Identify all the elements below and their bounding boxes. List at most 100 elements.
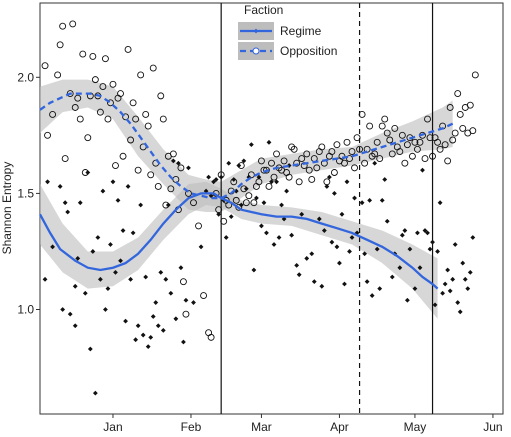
point-opposition bbox=[298, 155, 306, 163]
point-opposition bbox=[59, 22, 67, 30]
point-regime bbox=[233, 188, 239, 194]
point-regime bbox=[92, 390, 98, 396]
point-opposition bbox=[386, 136, 394, 144]
point-regime bbox=[251, 267, 257, 273]
point-opposition bbox=[401, 159, 409, 167]
point-regime bbox=[143, 274, 149, 280]
point-opposition bbox=[245, 192, 253, 200]
point-opposition bbox=[305, 166, 313, 174]
point-opposition bbox=[134, 166, 142, 174]
point-regime bbox=[175, 160, 181, 166]
point-opposition bbox=[426, 134, 434, 142]
point-regime bbox=[160, 328, 166, 333]
legend-marker-opposition bbox=[252, 47, 260, 55]
point-opposition bbox=[341, 159, 348, 167]
point-opposition bbox=[200, 292, 208, 300]
point-regime bbox=[467, 269, 473, 275]
point-regime bbox=[103, 307, 108, 312]
y-tick-label: 1.5 bbox=[17, 186, 34, 200]
point-opposition bbox=[119, 152, 127, 160]
point-opposition bbox=[351, 164, 358, 172]
point-regime bbox=[150, 314, 156, 319]
point-opposition bbox=[242, 199, 250, 207]
point-regime bbox=[120, 228, 126, 233]
point-regime bbox=[153, 300, 159, 305]
point-opposition bbox=[91, 76, 99, 84]
point-regime bbox=[445, 267, 451, 273]
point-opposition bbox=[76, 115, 84, 123]
point-regime bbox=[432, 302, 438, 308]
point-regime bbox=[435, 249, 440, 254]
point-opposition bbox=[190, 199, 197, 207]
point-opposition bbox=[413, 145, 421, 153]
point-regime bbox=[299, 211, 305, 217]
point-regime bbox=[271, 242, 277, 247]
x-tick-label: May bbox=[404, 420, 427, 434]
x-tick-label: Jan bbox=[103, 420, 122, 434]
point-regime bbox=[186, 165, 191, 171]
point-regime bbox=[417, 265, 423, 271]
point-regime bbox=[286, 163, 292, 168]
point-opposition bbox=[61, 155, 69, 163]
legend-label-regime: Regime bbox=[280, 24, 322, 38]
point-opposition bbox=[444, 157, 452, 165]
point-regime bbox=[397, 265, 403, 271]
point-opposition bbox=[230, 178, 238, 186]
point-regime bbox=[284, 188, 289, 194]
point-regime bbox=[105, 286, 111, 292]
point-opposition bbox=[109, 80, 117, 88]
point-opposition bbox=[122, 113, 130, 121]
point-regime bbox=[319, 283, 325, 289]
point-regime bbox=[115, 197, 121, 203]
point-opposition bbox=[348, 148, 356, 156]
point-opposition bbox=[69, 20, 77, 28]
point-opposition bbox=[54, 71, 62, 79]
x-tick-label: Apr bbox=[330, 420, 349, 434]
point-regime bbox=[50, 244, 55, 250]
point-opposition bbox=[159, 115, 167, 123]
point-regime bbox=[367, 197, 373, 203]
point-opposition bbox=[333, 141, 341, 149]
point-opposition bbox=[416, 138, 424, 146]
point-regime bbox=[82, 290, 88, 296]
point-regime bbox=[173, 316, 179, 322]
point-opposition bbox=[104, 115, 112, 123]
point-opposition bbox=[232, 196, 240, 204]
point-regime bbox=[347, 249, 352, 254]
point-regime bbox=[183, 297, 189, 303]
point-regime bbox=[206, 174, 211, 180]
point-opposition bbox=[471, 71, 479, 79]
point-regime bbox=[349, 235, 355, 240]
point-regime bbox=[425, 230, 430, 236]
point-regime bbox=[407, 246, 413, 252]
point-regime bbox=[402, 228, 408, 233]
point-regime bbox=[452, 242, 458, 247]
point-opposition bbox=[403, 141, 411, 149]
point-opposition bbox=[107, 99, 114, 107]
point-opposition bbox=[446, 104, 454, 111]
point-regime bbox=[181, 339, 186, 345]
trend-lines bbox=[38, 92, 454, 290]
point-opposition bbox=[273, 150, 280, 158]
point-regime bbox=[289, 232, 295, 238]
point-regime bbox=[294, 262, 300, 268]
point-opposition bbox=[280, 157, 288, 165]
axes: Jan Feb Mar Apr May Jun 1.0 1.5 2.0 bbox=[17, 70, 502, 434]
point-regime bbox=[296, 272, 302, 278]
point-regime bbox=[437, 200, 443, 206]
point-regime bbox=[145, 344, 151, 350]
point-regime bbox=[442, 281, 448, 287]
point-opposition bbox=[265, 182, 273, 190]
point-opposition bbox=[179, 278, 187, 286]
point-opposition bbox=[270, 173, 278, 181]
point-opposition bbox=[366, 122, 374, 130]
point-opposition bbox=[434, 138, 442, 146]
point-regime bbox=[384, 218, 390, 224]
point-opposition bbox=[353, 134, 361, 142]
point-regime bbox=[57, 184, 63, 189]
point-regime bbox=[223, 235, 229, 240]
point-regime bbox=[218, 174, 224, 180]
point-regime bbox=[90, 249, 96, 254]
point-regime bbox=[264, 230, 269, 236]
